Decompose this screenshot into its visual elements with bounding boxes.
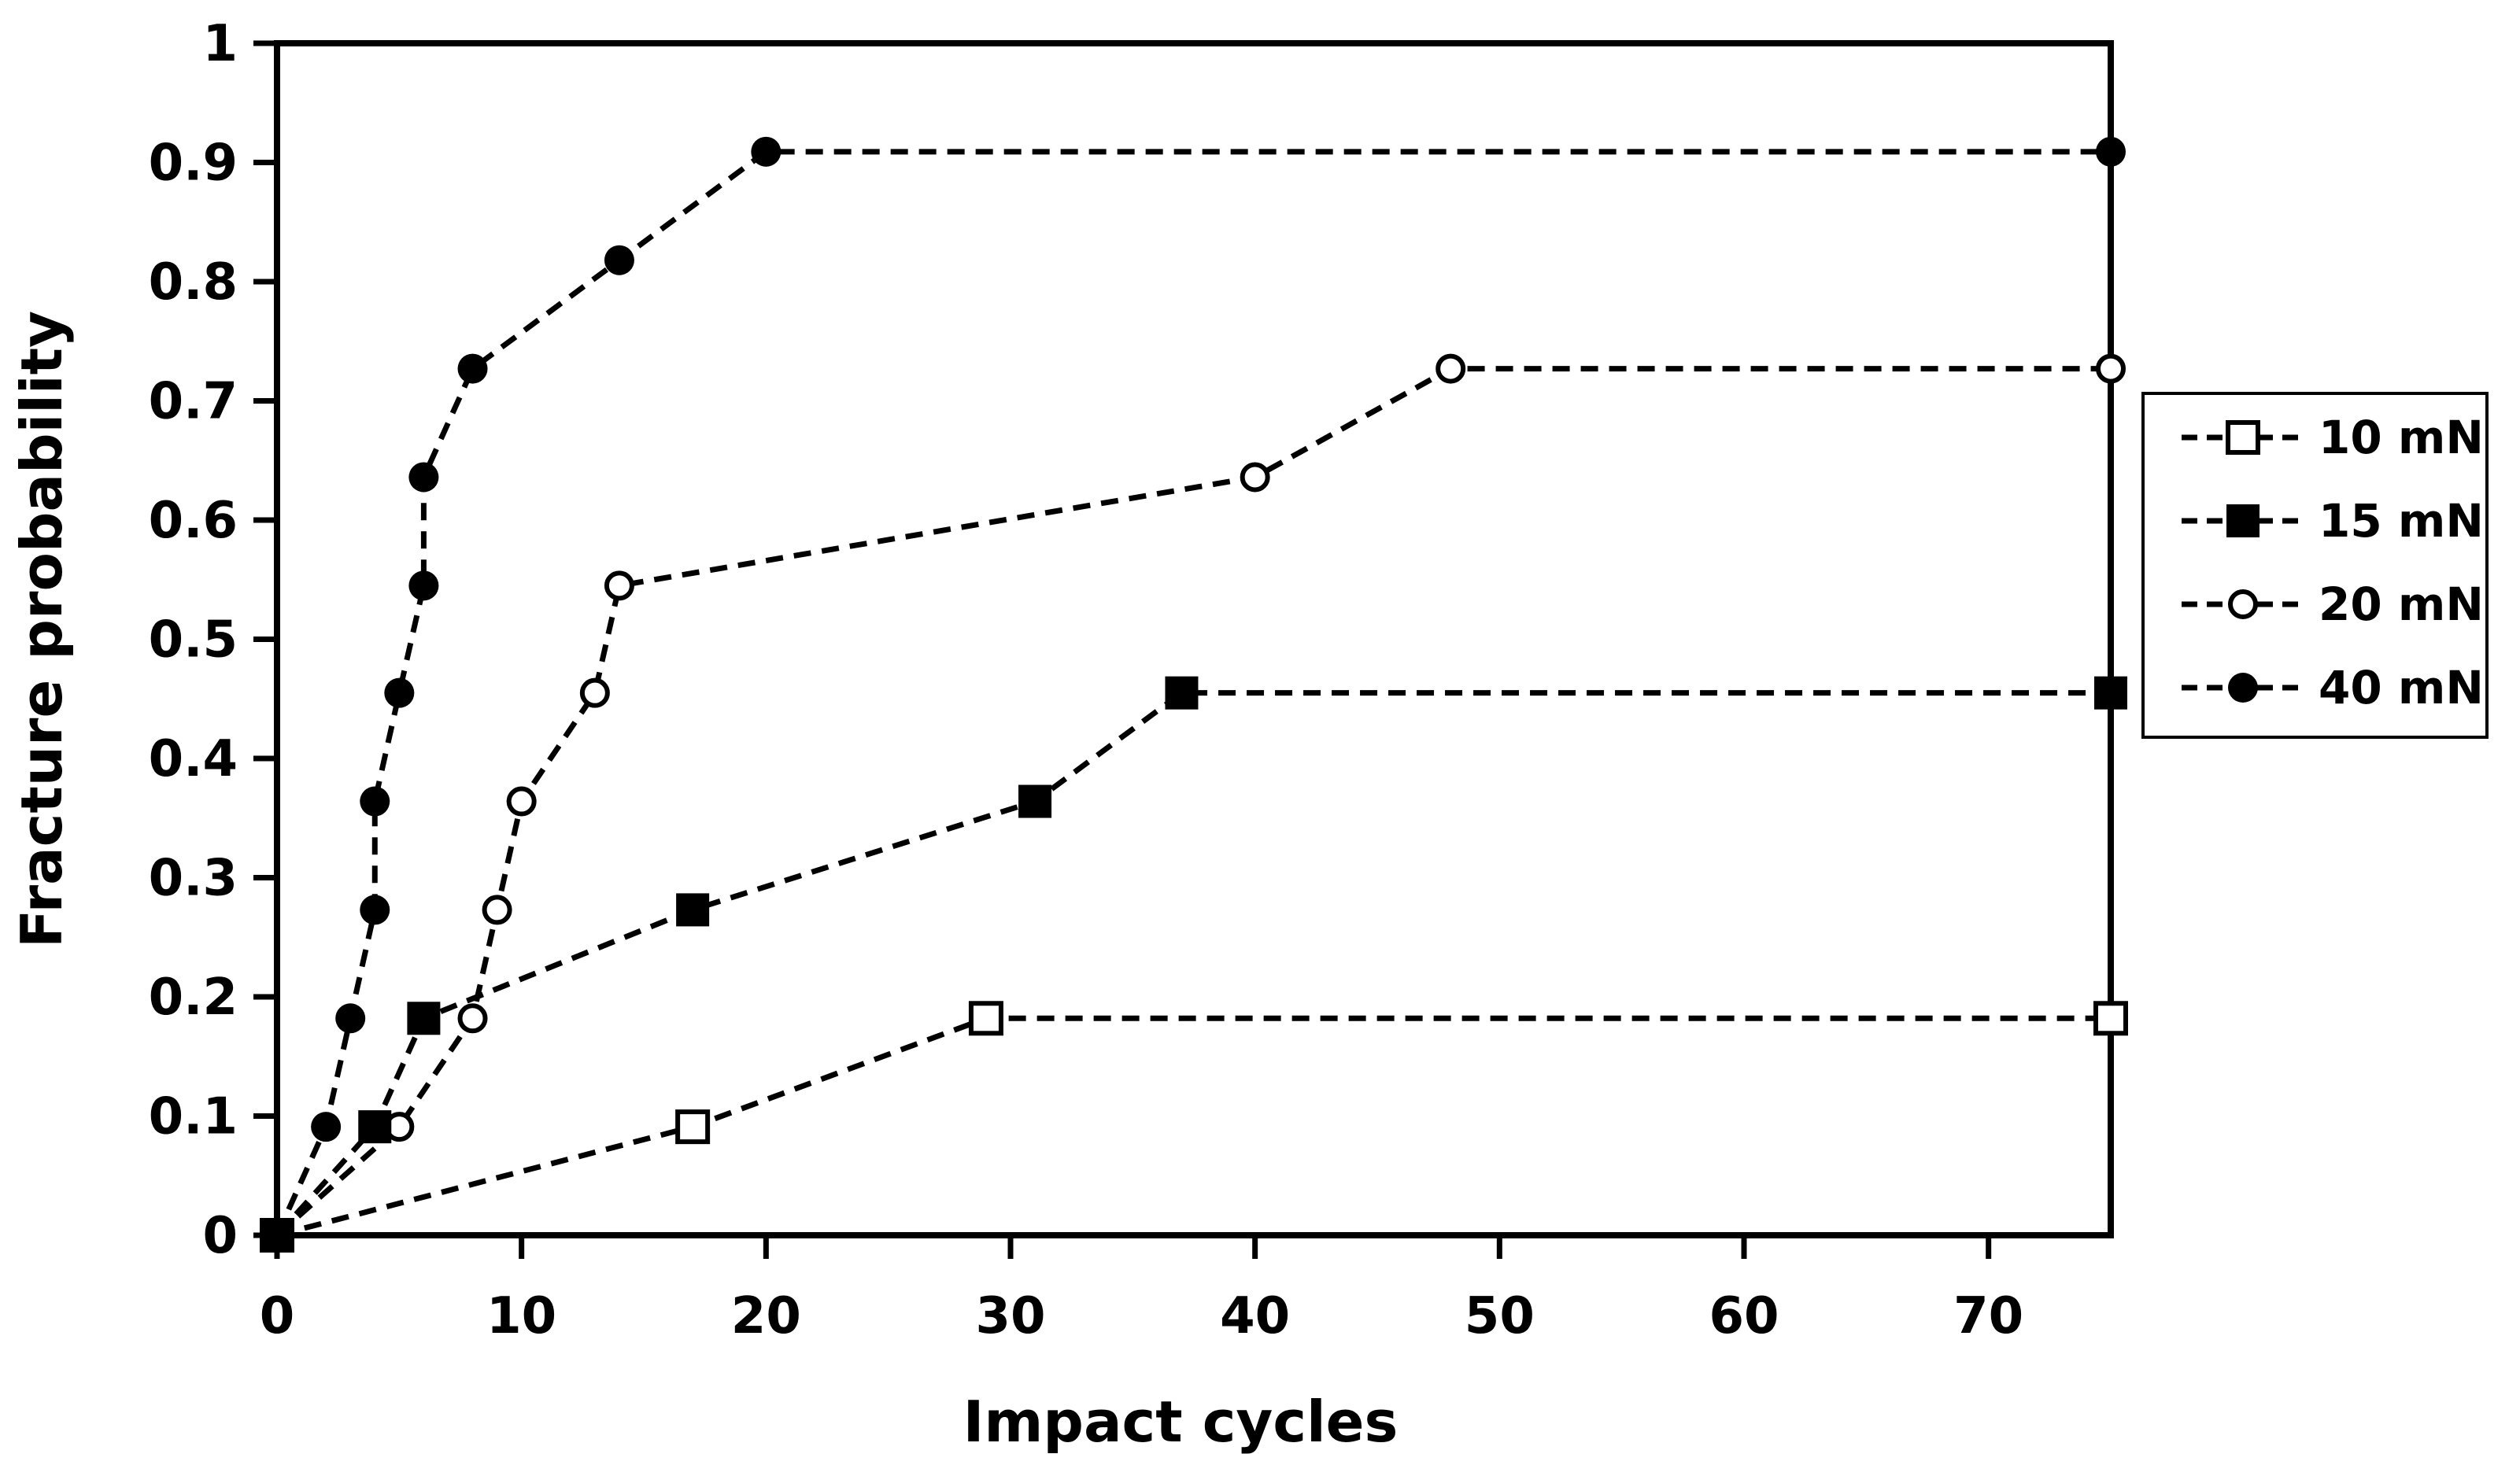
data-point-marker [482, 895, 512, 925]
series-line-15mN [275, 690, 2111, 1238]
series-line-10mN [276, 1015, 2111, 1238]
legend-label: 40 mN [2319, 661, 2484, 714]
legend-marker-filled-circle [2228, 673, 2258, 703]
legend-marker-open-circle [2228, 589, 2258, 619]
y-tick-label: 0.5 [149, 611, 238, 670]
y-tick-label: 0.3 [149, 850, 238, 908]
series-line-40mN [274, 149, 2111, 1237]
y-tick-label: 0 [202, 1207, 238, 1265]
legend-item-40mN: 40 mN [2182, 661, 2484, 714]
legend-item-15mN: 15 mN [2182, 494, 2484, 548]
data-point-marker [358, 1110, 392, 1144]
data-point-marker [335, 1003, 366, 1034]
y-tick-label: 1 [202, 15, 238, 73]
y-axis-title: Fracture probability [9, 311, 75, 948]
legend-label: 15 mN [2319, 494, 2484, 548]
data-point-marker [407, 1002, 441, 1035]
data-point-marker [604, 245, 634, 275]
plot-area: 00.10.20.30.40.50.60.70.80.910 10 20 30 40 50… [149, 15, 2114, 1345]
y-tick-label: 0.4 [149, 730, 238, 788]
legend-marker-open-square [2226, 420, 2260, 455]
data-point-marker [360, 895, 390, 925]
y-tick-label: 0.2 [149, 969, 238, 1027]
x-tick-label: 30 [975, 1287, 1045, 1345]
data-point-marker [360, 786, 390, 817]
legend-box [2141, 392, 2489, 739]
data-point-marker [1165, 676, 1199, 710]
data-point-marker [311, 1112, 342, 1142]
data-point-marker [2096, 353, 2126, 384]
y-tick-label: 0.6 [149, 492, 238, 550]
data-point-marker [579, 677, 610, 708]
y-tick-label: 0.9 [149, 135, 238, 193]
series-10mN [260, 1001, 2128, 1253]
data-point-marker [384, 677, 415, 708]
series-20mN [262, 353, 2126, 1250]
data-point-marker [260, 1219, 294, 1252]
legend-marker-filled-square [2226, 504, 2260, 537]
x-tick-label: 50 [1465, 1287, 1535, 1345]
data-point-marker [751, 136, 781, 167]
data-point-marker [604, 570, 634, 601]
data-point-marker [408, 570, 439, 601]
series-line-20mN [275, 366, 2111, 1238]
data-point-marker [1240, 462, 1270, 493]
data-point-marker [2093, 1001, 2128, 1036]
data-point-marker [457, 1003, 488, 1034]
x-tick-label: 40 [1220, 1287, 1290, 1345]
plot-border [274, 40, 2114, 1238]
data-point-marker [2096, 136, 2126, 167]
x-tick-label: 70 [1953, 1287, 2023, 1345]
legend-item-20mN: 20 mN [2182, 578, 2484, 631]
data-point-marker [968, 1001, 1003, 1036]
y-tick-label: 0.7 [149, 373, 238, 431]
data-point-marker [1436, 353, 1466, 384]
data-point-marker [457, 353, 488, 384]
x-tick-label: 20 [731, 1287, 801, 1345]
x-axis-title: Impact cycles [963, 1389, 1399, 1455]
data-point-marker [2094, 676, 2127, 710]
series-15mN [260, 676, 2127, 1252]
data-point-marker [506, 786, 537, 817]
legend-label: 20 mN [2319, 578, 2484, 631]
x-tick-label: 0 [260, 1287, 295, 1345]
data-series-group [260, 136, 2128, 1253]
data-point-marker [1018, 784, 1052, 818]
legend-label: 10 mN [2319, 411, 2484, 464]
data-point-marker [408, 462, 439, 493]
legend: 10 mN 15 mN 20 mN 40 mN [2141, 392, 2489, 739]
y-tick-label: 0.8 [149, 253, 238, 312]
data-point-marker [675, 1109, 711, 1145]
x-tick-label: 10 [486, 1287, 556, 1345]
legend-item-10mN: 10 mN [2182, 411, 2484, 464]
x-tick-label: 60 [1709, 1287, 1779, 1345]
y-tick-label: 0.1 [149, 1088, 238, 1146]
data-point-marker [676, 893, 710, 927]
